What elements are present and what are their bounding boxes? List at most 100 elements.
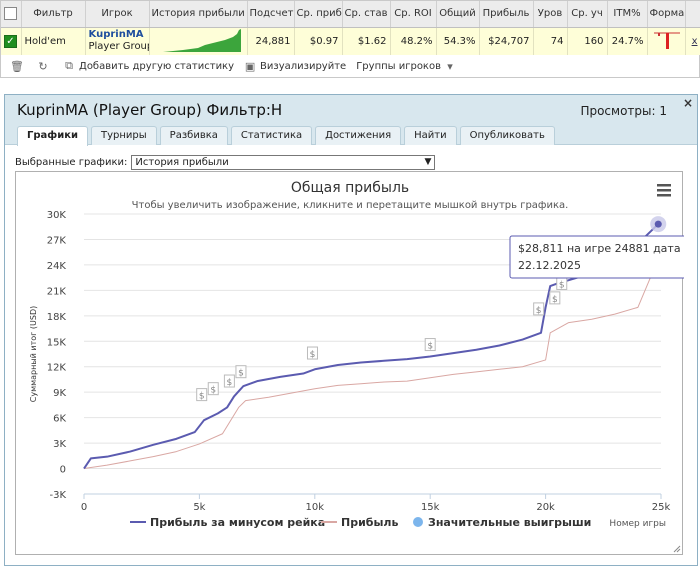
menu-icon[interactable] — [657, 184, 671, 187]
row-checkbox[interactable]: ✓ — [1, 27, 22, 55]
y-tick-label: 12K — [47, 363, 67, 374]
tab-1[interactable]: Турниры — [91, 126, 157, 145]
chart-container[interactable]: Общая прибыль Чтобы увеличить изображение… — [15, 171, 684, 556]
col-header-avg-profit[interactable]: Ср. приб — [294, 1, 343, 28]
col-header-history[interactable]: История прибыли — [149, 1, 248, 28]
x-tick-label: 10k — [306, 502, 325, 513]
y-tick-label: 15K — [47, 337, 67, 348]
big-win-flag[interactable] — [235, 365, 247, 379]
tooltip-box — [509, 235, 684, 279]
col-header-filter[interactable]: Фильтр — [21, 1, 86, 28]
col-header-hands[interactable]: Подсчет — [247, 1, 295, 28]
chart-select-row: Выбранные графики: История прибыли ▼ — [15, 155, 436, 170]
copy-icon: ⧉ — [65, 59, 73, 72]
big-win-flag[interactable] — [549, 291, 561, 305]
y-tick-label: 6K — [53, 414, 66, 425]
big-win-flag[interactable] — [306, 346, 318, 360]
add-stat-label: Добавить другую статистику — [79, 60, 235, 72]
resize-grip-icon[interactable] — [676, 548, 681, 553]
col-header-profit[interactable]: Прибыль — [479, 1, 534, 28]
y-tick-label: -3K — [49, 490, 66, 501]
close-icon[interactable]: × — [682, 96, 693, 110]
form-sparkline — [653, 32, 680, 49]
player-groups-dropdown[interactable]: Группы игроков ▾ — [356, 60, 460, 73]
chart-select-value: История прибыли — [135, 157, 229, 168]
big-win-label: $ — [210, 386, 216, 396]
visualize-button[interactable]: ▣ Визуализируйте — [244, 59, 347, 73]
tab-2[interactable]: Разбивка — [159, 126, 228, 145]
chart-select[interactable]: История прибыли ▼ — [131, 155, 436, 170]
profit-chart[interactable]: Общая прибыль Чтобы увеличить изображение… — [16, 172, 684, 556]
cell-avg-stake: $1.62 — [342, 27, 391, 55]
cell-extra[interactable]: x — [685, 27, 700, 55]
col-header-avg-stake[interactable]: Ср. став — [342, 1, 391, 28]
cell-hands: 24,881 — [247, 27, 295, 55]
y-tick-label: 21K — [47, 286, 67, 297]
cell-avg-roi: 48.2% — [390, 27, 437, 55]
col-header-avg-part[interactable]: Ср. уч — [567, 1, 608, 28]
tab-0[interactable]: Графики — [17, 126, 89, 146]
delete-button[interactable]: 🗑 — [10, 60, 27, 73]
y-axis-title: Суммарный итог (USD) — [29, 306, 38, 403]
big-win-flag[interactable] — [223, 374, 235, 388]
series-line — [83, 258, 659, 470]
chevron-down-icon: ▼ — [424, 157, 432, 167]
col-header-itm[interactable]: ITM% — [607, 1, 648, 28]
chart-select-label: Выбранные графики: — [15, 157, 128, 168]
y-tick-label: 30K — [47, 210, 67, 221]
menu-icon[interactable] — [657, 189, 671, 192]
visualize-label: Визуализируйте — [260, 60, 347, 72]
big-win-label: $ — [552, 295, 558, 305]
refresh-icon: ↻ — [38, 59, 48, 73]
panel-header: KuprinMA (Player Group) Фильтр:H Просмот… — [5, 95, 697, 146]
x-tick-label: 5k — [193, 502, 205, 513]
tooltip-line1: $28,811 на игре 24881 дата — [518, 242, 681, 255]
resize-grip-icon[interactable] — [673, 545, 681, 553]
legend-label-bigwins[interactable]: Значительные выигрыши — [428, 516, 591, 529]
highlight-point[interactable] — [654, 220, 662, 228]
tab-6[interactable]: Опубликовать — [459, 126, 555, 145]
cell-avg-profit: $0.97 — [294, 27, 343, 55]
big-win-flag[interactable] — [424, 338, 436, 352]
big-win-label: $ — [536, 306, 542, 316]
legend-swatch-bigwins — [413, 517, 423, 527]
legend-label-profit[interactable]: Прибыль — [341, 516, 398, 529]
player-name-link[interactable]: KuprinMA — [88, 29, 144, 40]
legend-label-net[interactable]: Прибыль за минусом рейка — [150, 516, 325, 529]
views-counter: Просмотры: 1 — [580, 104, 667, 118]
col-header-extra — [685, 1, 700, 28]
x-axis-title: Номер игры — [609, 519, 666, 529]
cell-avg-part: 160 — [567, 27, 608, 55]
x-tick-label: 0 — [81, 502, 87, 513]
big-win-flag[interactable] — [207, 382, 219, 396]
big-win-flag[interactable] — [196, 388, 208, 402]
graph-panel: KuprinMA (Player Group) Фильтр:H Просмот… — [4, 94, 698, 566]
stats-table-panel: Фильтр Игрок История прибыли Подсчет Ср.… — [0, 0, 700, 78]
col-header-form[interactable]: Форма — [647, 1, 686, 28]
big-win-label: $ — [238, 369, 244, 379]
y-tick-label: 27K — [47, 235, 67, 246]
tab-4[interactable]: Достижения — [315, 126, 402, 145]
table-row[interactable]: ✓ Hold'em KuprinMA Player Group 24,881 $… — [1, 27, 700, 55]
col-header-level[interactable]: Уров — [533, 1, 568, 28]
player-groups-label: Группы игроков — [356, 60, 441, 72]
panel-tabs: Графики Турниры Разбивка Статистика Достижен… — [17, 126, 555, 146]
profit-sparkline — [162, 28, 241, 52]
col-header-avg-roi[interactable]: Ср. ROI — [390, 1, 437, 28]
tab-5[interactable]: Найти — [404, 126, 457, 145]
menu-icon[interactable] — [657, 194, 671, 197]
col-header-total[interactable]: Общий — [436, 1, 480, 28]
chart-title: Общая прибыль — [291, 180, 409, 196]
add-stat-button[interactable]: ⧉ Добавить другую статистику — [63, 59, 235, 72]
col-header-player[interactable]: Игрок — [85, 1, 150, 28]
big-win-flag[interactable] — [533, 302, 545, 316]
select-all-checkbox[interactable] — [1, 1, 22, 28]
tab-3[interactable]: Статистика — [230, 126, 313, 145]
y-tick-label: 0 — [60, 465, 66, 476]
cell-player[interactable]: KuprinMA Player Group — [85, 27, 150, 55]
image-icon: ▣ — [244, 59, 256, 73]
y-tick-label: 3K — [53, 439, 66, 450]
tooltip-line2: 22.12.2025 — [518, 259, 581, 272]
refresh-button[interactable]: ↻ — [37, 59, 53, 73]
cell-level: 74 — [533, 27, 568, 55]
